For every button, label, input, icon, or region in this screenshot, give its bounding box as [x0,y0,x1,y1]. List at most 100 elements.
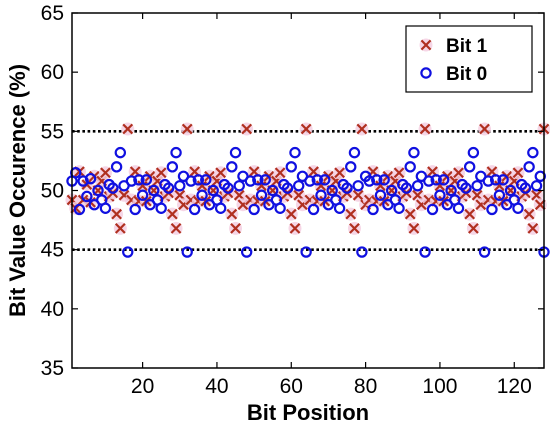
bit-0-point [148,184,160,197]
x-axis: 20 40 60 80 100 120 [131,13,532,398]
bit-1-point [273,166,287,180]
bit-0-point [400,182,413,194]
bit-0-point [467,146,480,159]
bit-1-point [240,122,254,136]
bit-0-point [122,246,134,258]
bit-1-point [255,179,269,193]
bit-1-point [333,166,347,180]
bit-1-point [533,198,547,212]
bit-0-point [463,161,476,173]
bit-1-point [466,221,480,235]
bit-0-point [99,202,112,214]
bit-0-point [192,174,205,186]
bit-0-point [77,175,89,187]
bit-1-point [288,221,302,235]
legend: Bit 1 Bit 0 [405,25,533,93]
bit-1-point [407,221,421,235]
bit-0-point [92,184,104,197]
y-tick-label: 50 [41,180,64,203]
bit-0-point [162,182,175,194]
bit-0-point [504,184,517,197]
x-tick-label: 100 [422,375,457,398]
y-axis: 35 40 45 50 55 60 65 [41,2,544,380]
bit-0-point [437,174,450,186]
bit-0-point [155,202,167,214]
bit-0-point [482,175,494,187]
bit-0-point [486,203,498,216]
legend-x-marker [419,38,433,52]
bit-0-point [300,246,312,258]
bit-0-point [281,182,294,194]
bit-1-point [225,207,239,221]
bit-0-point [200,174,212,186]
bit-1-point [463,207,477,221]
bit-0-point [315,189,327,201]
bit-1-point [284,207,298,221]
bit-1-point [214,166,228,180]
bit-0-point [460,182,472,194]
bit-0-point [136,189,149,201]
bit-0-point [274,202,286,214]
bit-0-point [304,175,316,187]
bit-0-point [385,184,398,197]
bit-1-point [314,179,328,193]
bit-0-point [226,161,238,173]
bit-1-point [229,221,243,235]
bit-1-point [373,179,387,193]
bit-0-point [333,202,346,214]
bit-0-point [434,189,446,201]
bit-0-point [527,146,539,159]
bit-1-point [351,188,365,202]
bit-1-point [113,221,127,235]
bit-1-point [418,122,432,136]
bit-0-point [110,161,123,173]
bit-0-point [84,172,97,185]
y-tick-label: 65 [41,2,64,25]
bit-0-point [489,174,502,186]
bit-1-point [511,166,525,180]
bit-0-point [252,174,264,186]
bit-0-point [419,246,431,258]
bit-1-point [392,166,406,180]
bit-1-point [478,122,492,136]
bit-0-point [266,184,279,197]
bit-0-point [512,202,524,214]
bit-1-point [526,221,540,235]
bit-0-point [181,246,193,258]
bit-0-point [81,190,93,203]
bit-0-point [307,203,320,216]
y-tick-label: 35 [41,357,64,380]
bit-0-point [255,189,268,201]
bit-1-point [195,179,209,193]
bit-1-point [169,221,183,235]
bit-0-point [129,203,141,216]
bit-0-point [170,146,182,159]
bit-0-point [363,175,376,187]
bit-0-point [393,202,405,214]
bit-0-point [471,180,483,192]
bit-1-point [347,221,361,235]
bit-0-point [523,161,535,173]
y-tick-label: 45 [41,239,64,262]
bit-0-point [452,202,465,214]
bit-0-point [352,180,364,192]
bit-1-point [522,207,536,221]
bit-0-point [196,189,208,201]
y-tick-label: 55 [41,120,64,143]
legend-o-marker [420,67,432,79]
bit-0-point [240,246,253,258]
bit-0-point [229,146,242,159]
bit-0-point [497,174,509,186]
bit-0-point [70,167,82,179]
bit-0-point [423,175,435,187]
x-tick-label: 20 [131,375,154,398]
bit-0-point [478,246,491,258]
x-tick-label: 60 [280,375,303,398]
bit-0-point [311,174,323,186]
bit-0-point [445,184,457,197]
y-tick-label: 60 [41,61,64,84]
bit-0-point [411,180,424,192]
bit-1-point [299,122,313,136]
